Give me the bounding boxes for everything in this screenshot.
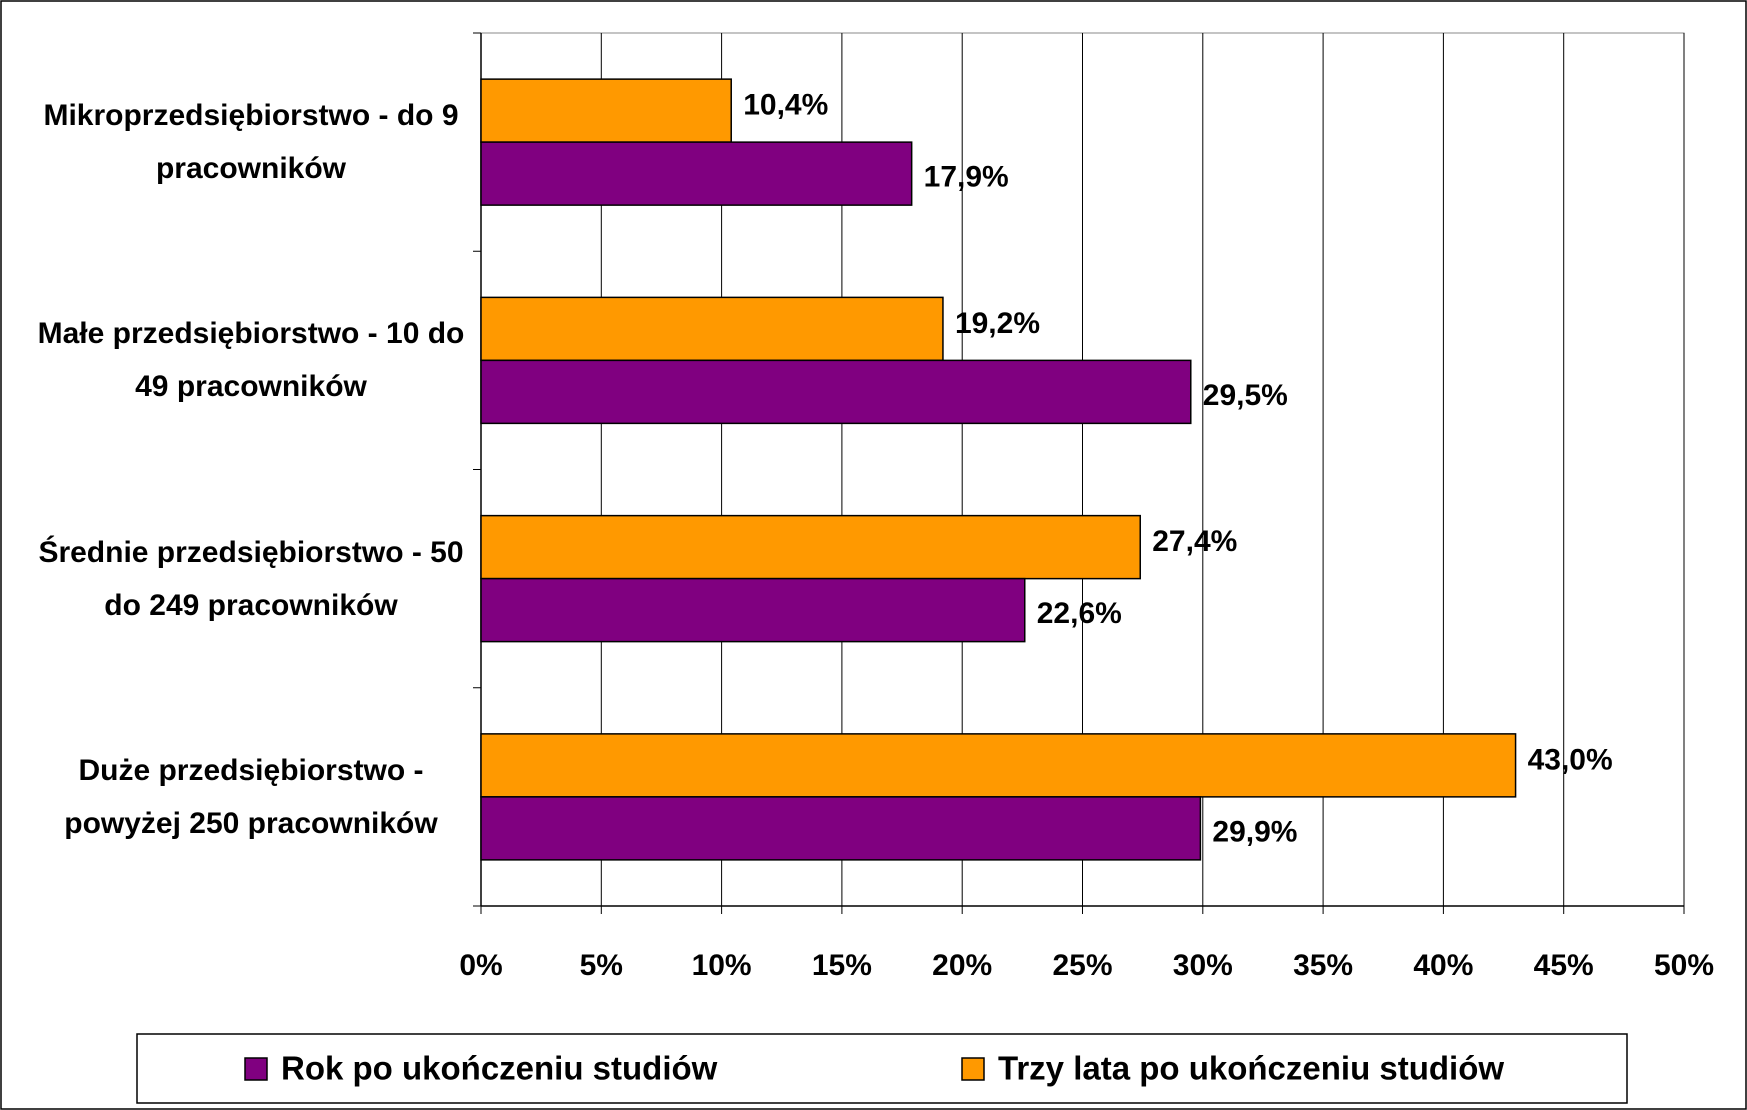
data-label: 22,6% [1037,597,1122,630]
x-tick-label: 50% [1654,949,1714,982]
data-label: 43,0% [1528,743,1613,776]
data-label: 17,9% [924,161,1009,194]
x-tick-label: 20% [932,949,992,982]
bar [480,141,913,206]
x-tick-label: 15% [812,949,872,982]
legend-swatch [244,1057,268,1081]
y-tick-label: Duże przedsiębiorstwo - powyżej 250 prac… [64,753,438,840]
bar [480,514,1141,580]
data-label: 27,4% [1152,525,1237,558]
x-tick-label: 40% [1413,949,1473,982]
data-label: 29,5% [1203,379,1288,412]
legend-label: Trzy lata po ukończeniu studiów [998,1050,1504,1087]
data-label: 19,2% [955,307,1040,340]
data-label: 10,4% [743,89,828,122]
y-tick-label: Mikroprzedsiębiorstwo - do 9 pracowników [43,99,459,186]
legend-box [136,1033,1628,1104]
data-label: 29,9% [1212,815,1297,848]
legend-label: Rok po ukończeniu studiów [281,1050,718,1087]
x-tick-label: 30% [1173,949,1233,982]
bar [480,796,1202,861]
bar [480,78,732,143]
bar [480,733,1517,798]
bar [480,359,1192,425]
y-tick-label: Średnie przedsiębiorstwo - 50 do 249 pra… [38,535,464,622]
x-tick-label: 25% [1052,949,1112,982]
x-tick-label: 10% [692,949,752,982]
x-tick-label: 35% [1293,949,1353,982]
x-tick-label: 0% [459,949,502,982]
legend-swatch [961,1057,985,1081]
x-tick-label: 5% [580,949,623,982]
x-tick-label: 45% [1534,949,1594,982]
bar [480,577,1026,643]
bar [480,296,944,362]
y-tick-label: Małe przedsiębiorstwo - 10 do 49 pracown… [37,317,465,404]
